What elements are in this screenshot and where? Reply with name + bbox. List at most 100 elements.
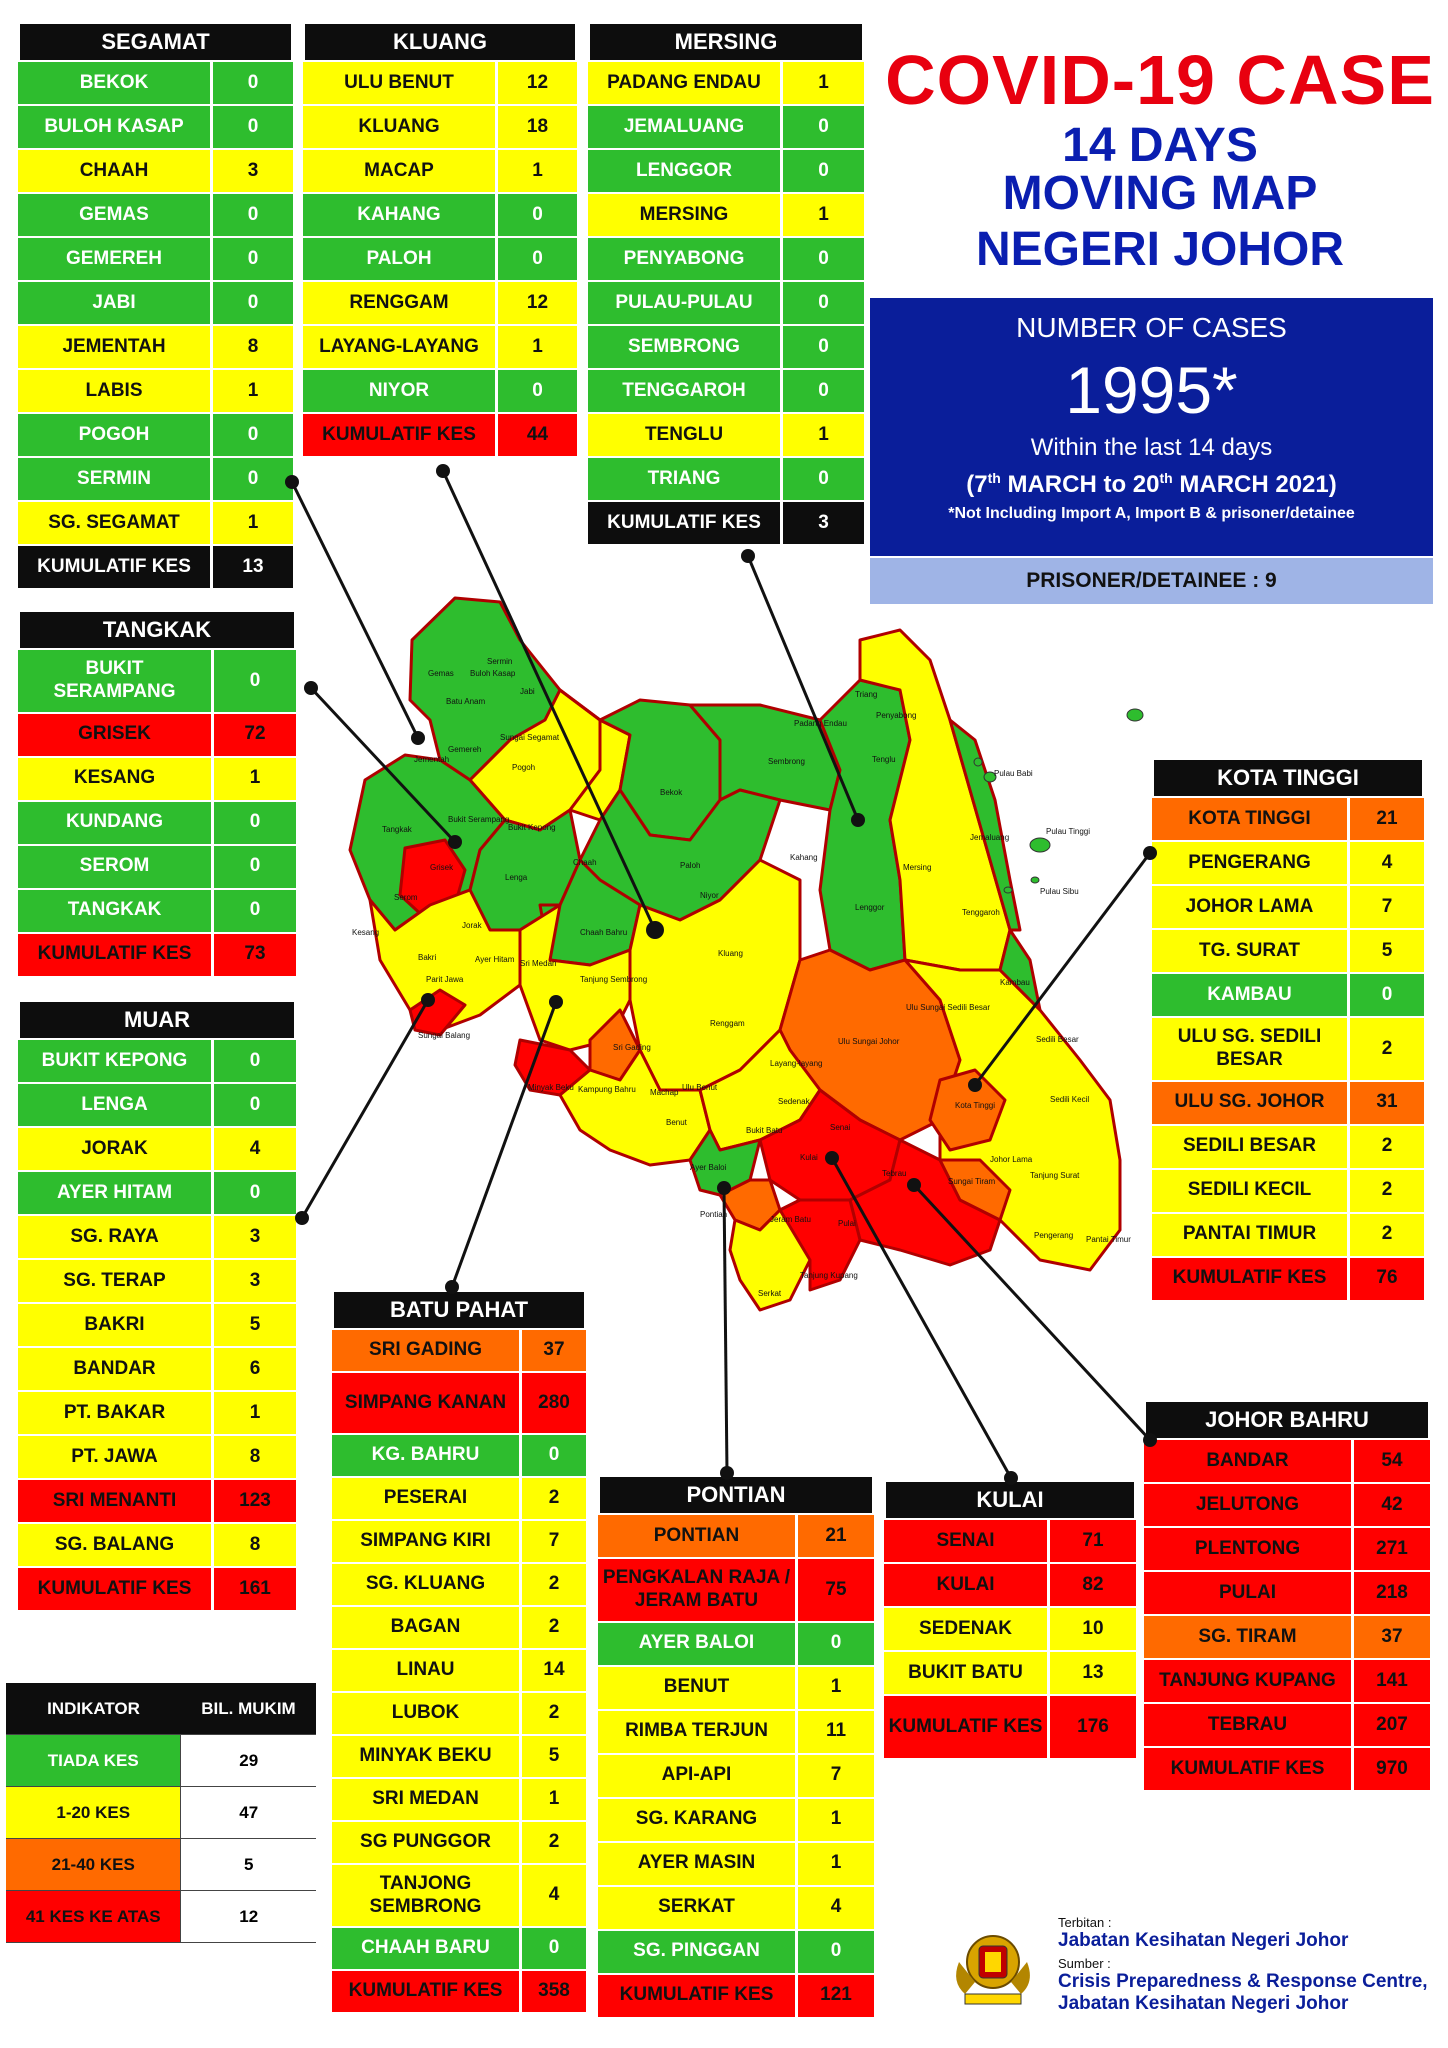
table-row: TANJONG SEMBRONG 4 xyxy=(332,1865,586,1928)
mukim-name: PULAI xyxy=(1144,1572,1354,1614)
mukim-name: TRIANG xyxy=(588,458,783,500)
table-row: TANGKAK 0 xyxy=(18,889,296,934)
mukim-name: TANGKAK xyxy=(18,889,214,932)
mukim-name: MERSING xyxy=(588,194,783,236)
mukim-name: PENGKALAN RAJA / JERAM BATU xyxy=(598,1559,798,1621)
mukim-name: LUBOK xyxy=(332,1693,522,1735)
table-row: JEMALUANG 0 xyxy=(588,106,864,150)
case-count: 37 xyxy=(522,1330,586,1371)
map-label-batu-anam: Batu Anam xyxy=(446,697,485,706)
table-row: SERMIN 0 xyxy=(18,458,293,502)
map-label-pulau-tinggi: Pulau Tinggi xyxy=(1046,827,1090,836)
case-count: 2 xyxy=(1350,1125,1424,1168)
table-row: SEROM 0 xyxy=(18,845,296,890)
mukim-name: SRI MEDAN xyxy=(332,1779,522,1821)
island-3 xyxy=(1003,886,1013,894)
mukim-name: PENYABONG xyxy=(588,238,783,280)
case-count: 1 xyxy=(214,1392,296,1434)
table-row: LUBOK 2 xyxy=(332,1693,586,1737)
case-count: 44 xyxy=(498,414,577,456)
table-row: API-API 7 xyxy=(598,1754,874,1799)
connector-dot-pontian xyxy=(720,1466,734,1480)
mukim-name: KUMULATIF KES xyxy=(332,1970,522,2012)
map-label-buloh-kasap: Buloh Kasap xyxy=(470,669,516,678)
map-label-kampung-bahru: Kampung Bahru xyxy=(578,1085,636,1094)
table-row: PT. JAWA 8 xyxy=(18,1436,296,1480)
table-row: RIMBA TERJUN 11 xyxy=(598,1710,874,1755)
mukim-name: TEBRAU xyxy=(1144,1704,1354,1746)
mukim-name: TG. SURAT xyxy=(1152,930,1350,972)
mukim-name: PULAU-PULAU xyxy=(588,282,783,324)
table-row: POGOH 0 xyxy=(18,414,293,458)
case-count: 21 xyxy=(798,1515,874,1557)
pontian-table: PONTIAN PONTIAN 21 PENGKALAN RAJA / JERAM B… xyxy=(598,1475,874,2019)
table-row: JEMENTAH 8 xyxy=(18,326,293,370)
connector-dot-muar xyxy=(295,1211,309,1225)
case-count: 0 xyxy=(783,282,864,324)
connector-dot-tangkak xyxy=(304,681,318,695)
mukim-name: PONTIAN xyxy=(598,1515,798,1557)
case-count: 14 xyxy=(522,1650,586,1692)
region-batu-pahat-north xyxy=(518,903,632,1052)
mukim-name: KUMULATIF KES xyxy=(18,1568,214,1610)
case-count: 123 xyxy=(214,1480,296,1522)
mukim-name: TENGGAROH xyxy=(588,370,783,412)
legend-row: TIADA KES 29 xyxy=(6,1735,316,1787)
table-row: PONTIAN 21 xyxy=(598,1515,874,1559)
table-row: TRIANG 0 xyxy=(588,458,864,502)
table-row: SG. SEGAMAT 1 xyxy=(18,502,293,546)
table-row: BUKIT BATU 13 xyxy=(884,1652,1136,1696)
legend-label: 1-20 KES xyxy=(6,1787,181,1838)
case-count: 3 xyxy=(214,1216,296,1258)
case-count: 1 xyxy=(798,1798,874,1841)
case-count: 0 xyxy=(214,1040,296,1082)
kluang-table: KLUANG ULU BENUT 12 KLUANG 18 MACAP 1 KAHANG 0 PA… xyxy=(303,22,577,458)
connector-dot-johor-bahru-end xyxy=(907,1178,921,1192)
case-count: 1 xyxy=(498,326,577,368)
mukim-name: KUMULATIF KES xyxy=(1144,1748,1354,1790)
case-count: 0 xyxy=(783,370,864,412)
mukim-name: PANTAI TIMUR xyxy=(1152,1213,1350,1256)
table-row: PT. BAKAR 1 xyxy=(18,1392,296,1436)
table-row: PULAU-PULAU 0 xyxy=(588,282,864,326)
case-count: 0 xyxy=(498,194,577,236)
mukim-name: KUMULATIF KES xyxy=(884,1696,1050,1758)
table-row: KULAI 82 xyxy=(884,1564,1136,1608)
mukim-name: AYER HITAM xyxy=(18,1172,214,1214)
connector-pontian xyxy=(722,1187,729,1474)
connector-johor-bahru xyxy=(912,1183,1152,1442)
table-row: SG. TIRAM 37 xyxy=(1144,1616,1430,1660)
table-row: BANDAR 6 xyxy=(18,1348,296,1392)
mukim-name: KUMULATIF KES xyxy=(1152,1257,1350,1300)
case-count: 72 xyxy=(214,713,296,756)
table-row: KLUANG 18 xyxy=(303,106,577,150)
table-row: KAMBAU 0 xyxy=(1152,974,1424,1018)
mukim-name: PT. JAWA xyxy=(18,1436,214,1478)
table-row: LAYANG-LAYANG 1 xyxy=(303,326,577,370)
mukim-name: KG. BAHRU xyxy=(332,1435,522,1477)
case-count: 5 xyxy=(522,1736,586,1778)
map-label-sedili-besar: Sedili Besar xyxy=(1036,1035,1079,1044)
map-label-lenga: Lenga xyxy=(505,873,528,882)
connector-tangkak xyxy=(309,686,457,844)
map-label-lenggor: Lenggor xyxy=(855,903,885,912)
mukim-name: SEDILI KECIL xyxy=(1152,1169,1350,1212)
case-count: 0 xyxy=(213,194,293,236)
mukim-name: PESERAI xyxy=(332,1478,522,1520)
table-row: ULU SG. JOHOR 31 xyxy=(1152,1081,1424,1126)
table-row: MACAP 1 xyxy=(303,150,577,194)
cases-value: 1995* xyxy=(1065,353,1238,427)
case-count: 4 xyxy=(1350,842,1424,884)
case-count: 1 xyxy=(498,150,577,192)
legend-label: 41 KES KE ATAS xyxy=(6,1891,181,1942)
case-count: 1 xyxy=(798,1842,874,1885)
map-label-ulu-sungai-johor: Ulu Sungai Johor xyxy=(838,1037,900,1046)
footer: Terbitan : Jabatan Kesihatan Negeri Joho… xyxy=(1058,1915,1448,2015)
mukim-name: CHAAH BARU xyxy=(332,1927,522,1969)
table-row: AYER MASIN 1 xyxy=(598,1842,874,1887)
legend-header: INDIKATOR BIL. MUKIM xyxy=(6,1683,316,1735)
mukim-name: BANDAR xyxy=(18,1348,214,1390)
muar-header: MUAR xyxy=(18,1000,296,1040)
case-count: 12 xyxy=(498,62,577,104)
case-count: 8 xyxy=(214,1436,296,1478)
